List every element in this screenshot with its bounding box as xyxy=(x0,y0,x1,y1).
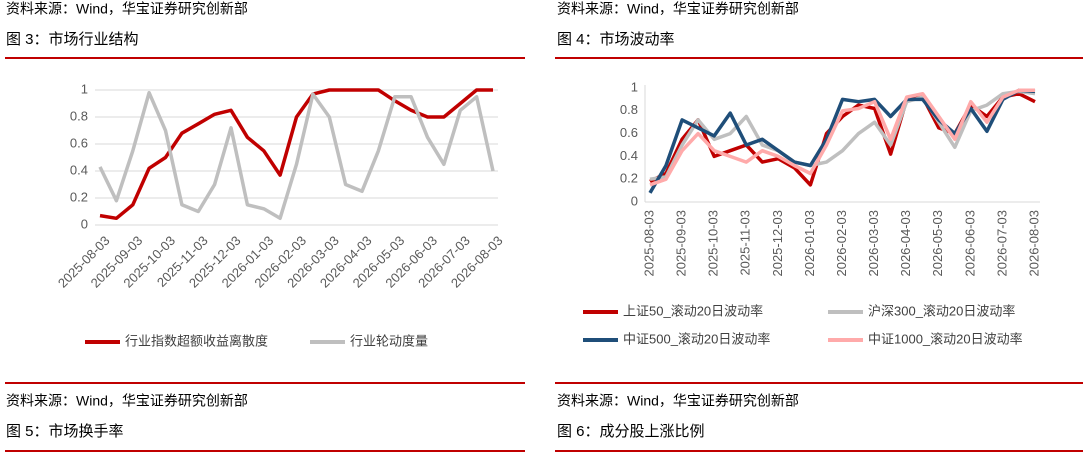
x-tick-label: 2025-09-03 xyxy=(674,210,689,277)
source-note: 资料来源：Wind，华宝证券研究创新部 xyxy=(6,1,248,17)
figure-title: 图 3：市场行业结构 xyxy=(6,31,139,48)
x-tick-label: 2026-04-03 xyxy=(898,210,913,277)
y-tick-label: 0.8 xyxy=(620,102,638,117)
figure-title: 图 6：成分股上涨比例 xyxy=(557,423,705,440)
x-tick-label: 2026-03-03 xyxy=(866,210,881,277)
x-tick-label: 2026-02-03 xyxy=(834,210,849,277)
legend-label: 中证1000_滚动20日波动率 xyxy=(868,331,1023,346)
y-tick-label: 0 xyxy=(631,193,638,208)
y-tick-label: 0.6 xyxy=(70,135,88,150)
legend-label: 行业指数超额收益离散度 xyxy=(125,333,268,348)
y-tick-label: 0.4 xyxy=(620,148,638,163)
source-note: 资料来源：Wind，华宝证券研究创新部 xyxy=(557,393,799,409)
series-line xyxy=(99,88,493,221)
legend-label: 中证500_滚动20日波动率 xyxy=(623,331,770,346)
series-line xyxy=(98,90,495,221)
x-tick-label: 2026-05-03 xyxy=(930,210,945,277)
y-tick-label: 0.2 xyxy=(70,189,88,204)
series-line xyxy=(649,88,1035,187)
y-tick-label: 0.2 xyxy=(620,171,638,186)
figure-title: 图 4：市场波动率 xyxy=(557,31,675,48)
x-tick-label: 2025-08-03 xyxy=(641,210,656,277)
x-tick-label: 2026-06-03 xyxy=(962,210,977,277)
figure-title: 图 5：市场换手率 xyxy=(6,423,124,440)
x-tick-label: 2025-10-03 xyxy=(706,210,721,277)
series-line xyxy=(648,88,1036,194)
y-tick-label: 1 xyxy=(81,81,88,96)
y-tick-label: 0.8 xyxy=(70,108,88,123)
source-note: 资料来源：Wind，华宝证券研究创新部 xyxy=(557,1,799,17)
legend-label: 上证50_滚动20日波动率 xyxy=(623,303,763,318)
series-line xyxy=(649,89,1036,181)
y-tick-label: 0.4 xyxy=(70,162,88,177)
legend-label: 行业轮动度量 xyxy=(350,333,428,348)
x-tick-label: 2025-12-03 xyxy=(770,210,785,277)
x-tick-label: 2026-08-03 xyxy=(1026,210,1041,277)
source-note: 资料来源：Wind，华宝证券研究创新部 xyxy=(6,393,248,409)
legend-label: 沪深300_滚动20日波动率 xyxy=(868,303,1015,318)
y-tick-label: 0.6 xyxy=(620,125,638,140)
x-tick-label: 2026-01-03 xyxy=(802,210,817,277)
y-tick-label: 0 xyxy=(81,216,88,231)
y-tick-label: 1 xyxy=(631,79,638,94)
x-tick-label: 2026-07-03 xyxy=(994,210,1009,277)
x-tick-label: 2025-11-03 xyxy=(738,210,753,276)
